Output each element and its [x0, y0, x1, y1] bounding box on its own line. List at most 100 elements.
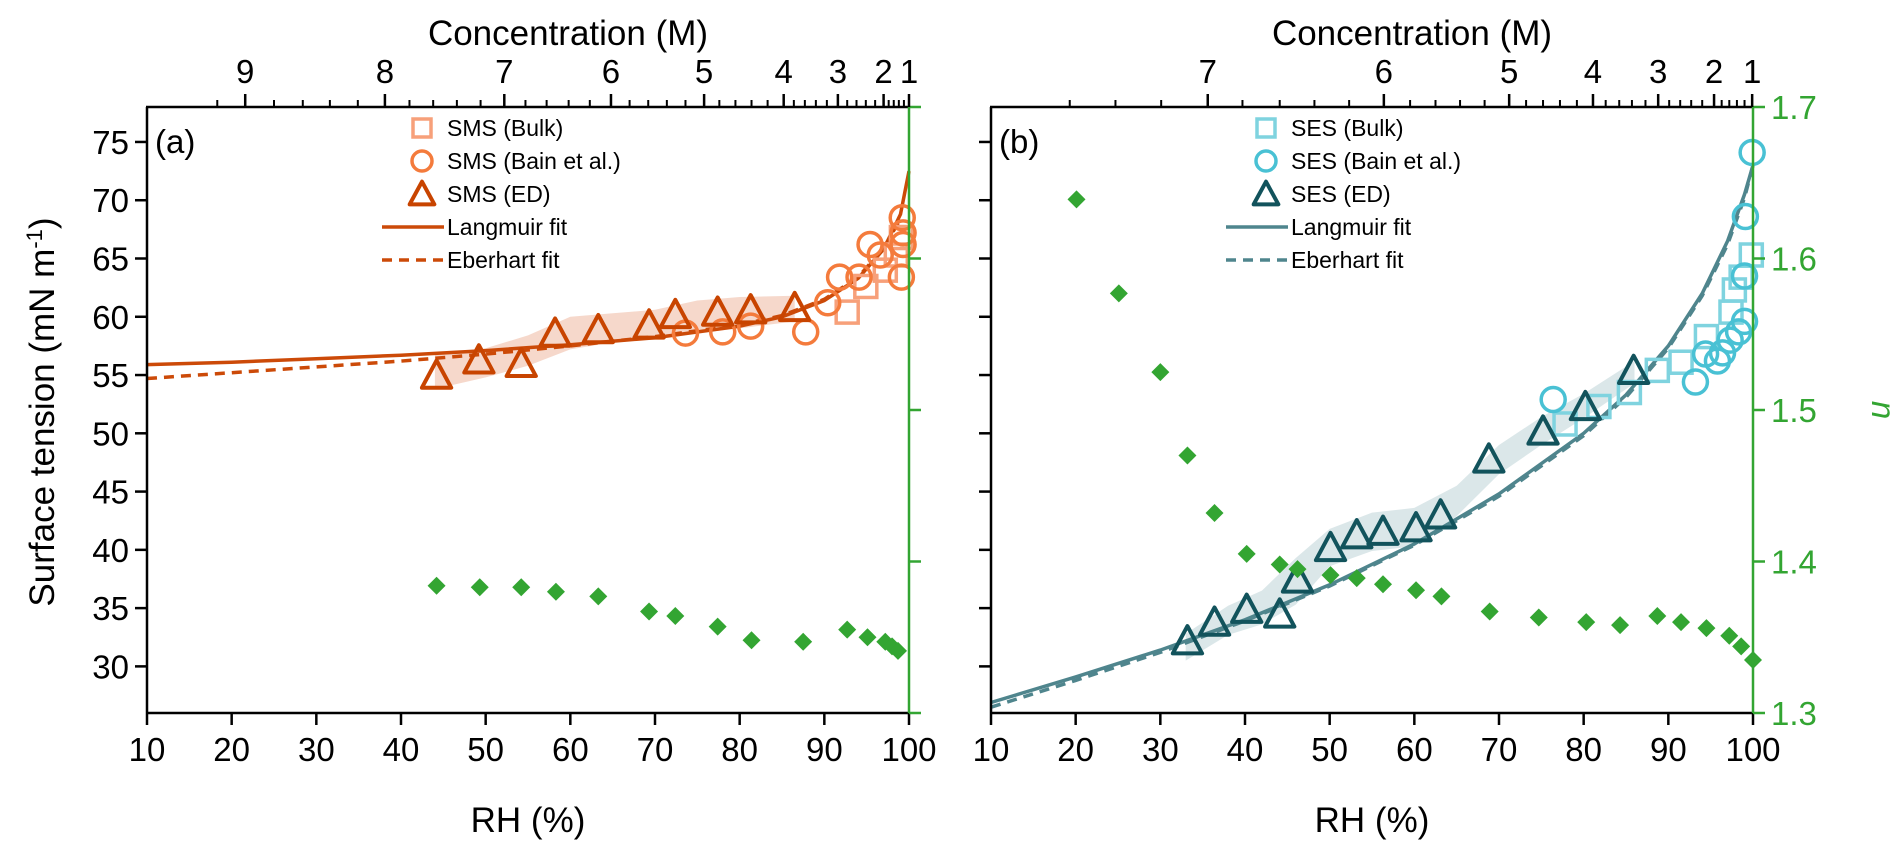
refractive-index-point: [1529, 608, 1548, 627]
legend-item: SMS (ED): [407, 179, 551, 207]
square-data-point: [1552, 411, 1578, 437]
top-tick-label: 6: [1375, 53, 1393, 90]
x-tick-label: 70: [637, 731, 674, 768]
legend: SMS (Bulk) SMS (Bain et al.) SMS (ED) Langm…: [382, 115, 621, 273]
legend-triangle-icon: [407, 179, 437, 207]
triangle-data-point: [658, 297, 692, 330]
uncertainty-band: [1185, 361, 1635, 661]
y-tick-label: 55: [92, 357, 129, 394]
refractive-index-point: [1697, 619, 1716, 638]
right-y-tick-label: 1.5: [1771, 392, 1817, 429]
top-axis-title: Concentration (M): [1272, 14, 1552, 53]
circle-data-point: [887, 263, 916, 291]
legend-label: Langmuir fit: [1291, 214, 1412, 240]
refractive-index-point: [1577, 613, 1596, 632]
refractive-index-point: [427, 576, 446, 595]
refractive-index-point: [1237, 544, 1256, 563]
top-tick-label: 5: [1500, 53, 1518, 90]
legend-square-icon: [411, 117, 433, 139]
legend-square-icon: [1255, 117, 1277, 139]
x-tick-label: 20: [213, 731, 250, 768]
y-tick-label: 35: [92, 590, 129, 627]
circle-data-point: [1681, 368, 1710, 396]
legend-item: Langmuir fit: [382, 214, 568, 240]
refractive-index-point: [640, 602, 659, 621]
refractive-index-point: [1321, 566, 1340, 585]
top-tick-label: 5: [695, 53, 713, 90]
y-tick-label: 65: [92, 241, 129, 278]
square-data-point: [853, 273, 879, 300]
y-tick-label: 50: [92, 415, 129, 452]
legend-circle-icon: [1254, 149, 1278, 173]
right-y-tick-label: 1.7: [1771, 89, 1817, 126]
legend-item: SES (Bulk): [1255, 115, 1403, 141]
triangle-data-point: [778, 290, 812, 323]
circle-data-point: [866, 241, 894, 269]
x-tick-label: 40: [383, 731, 420, 768]
circle-data-point: [791, 318, 820, 346]
x-tick-label: 100: [1725, 731, 1780, 768]
refractive-index-point: [838, 620, 857, 639]
triangle-data-point: [1230, 592, 1264, 624]
triangle-data-point: [701, 295, 735, 327]
circle-data-point: [813, 289, 842, 317]
top-tick-label: 1: [1743, 53, 1761, 90]
refractive-index-point: [546, 582, 565, 601]
legend: SES (Bulk) SES (Bain et al.) SES (ED) Langm…: [1226, 115, 1461, 273]
x-tick-label: 20: [1057, 731, 1094, 768]
refractive-index-point: [1407, 581, 1426, 600]
legend-label: SES (Bain et al.): [1291, 148, 1461, 174]
refractive-index-point: [708, 617, 727, 636]
top-tick-label: 3: [829, 53, 847, 90]
langmuir-fit-line: [990, 164, 1755, 705]
x-tick-label: 30: [1142, 731, 1179, 768]
x-tick-label: 60: [1396, 731, 1433, 768]
triangle-data-point: [1472, 442, 1506, 474]
y-tick-label: 75: [92, 124, 129, 161]
triangle-data-point: [734, 293, 768, 325]
plot-area: [146, 170, 917, 660]
triangle-data-point: [1616, 353, 1651, 386]
top-tick-label: 1: [900, 53, 918, 90]
right-y-tick-label: 1.4: [1771, 544, 1817, 581]
top-tick-label: 8: [376, 53, 394, 90]
circle-data-point: [845, 263, 873, 291]
refractive-index-point: [742, 631, 761, 650]
refractive-index-point: [1178, 446, 1197, 465]
right-y-tick-label: 1.3: [1771, 695, 1817, 732]
legend-item: Eberhart fit: [1226, 247, 1404, 273]
square-data-point: [1668, 349, 1694, 375]
legend-label: SMS (Bain et al.): [447, 148, 621, 174]
top-tick-label: 7: [1199, 53, 1217, 90]
triangle-data-point: [1399, 511, 1433, 543]
refractive-index-point: [1611, 616, 1630, 635]
refractive-index-point: [512, 578, 531, 597]
legend-circle-icon: [410, 149, 434, 173]
circle-data-point: [1716, 326, 1744, 354]
right-y-tick-label: 1.6: [1771, 241, 1817, 278]
y-tick-label: 30: [92, 648, 129, 685]
x-tick-label: 30: [298, 731, 335, 768]
refractive-index-point: [1432, 587, 1451, 606]
right-y-axis-title: n: [1865, 401, 1892, 419]
refractive-index-point: [888, 641, 907, 660]
refractive-index-point: [1480, 602, 1499, 621]
refractive-index-point: [1151, 363, 1170, 382]
panel-b: 10 20 30 40 50 60 70 80 90 100 RH (%) 1.3 1.4 1.5 1.6 1…: [973, 14, 1892, 840]
legend-item: Langmuir fit: [1226, 214, 1412, 240]
y-tick-label: 70: [92, 182, 129, 219]
y-tick-label: 40: [92, 532, 129, 569]
legend-label: SMS (ED): [447, 181, 551, 207]
refractive-index-point: [1205, 504, 1224, 523]
top-tick-label: 9: [236, 53, 254, 90]
legend-label: SMS (Bulk): [447, 115, 563, 141]
x-tick-label: 50: [1311, 731, 1348, 768]
legend-label: Eberhart fit: [447, 247, 560, 273]
refractive-index-point: [1067, 190, 1086, 209]
triangle-data-point: [1568, 389, 1603, 422]
circle-data-point: [889, 230, 917, 259]
refractive-index-point: [794, 632, 813, 651]
top-tick-label: 2: [874, 53, 892, 90]
y-tick-label: 45: [92, 474, 129, 511]
